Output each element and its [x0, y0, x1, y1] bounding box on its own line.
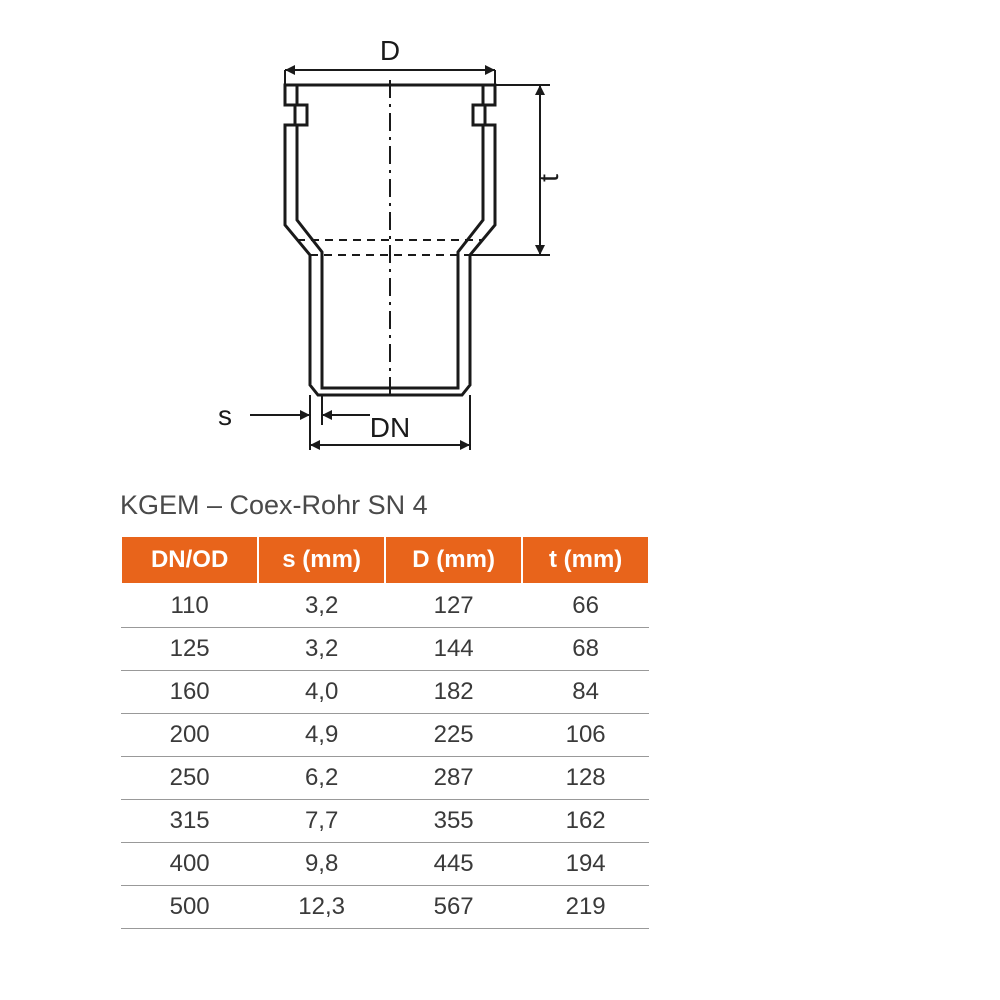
table-row: 1103,212766: [121, 584, 649, 628]
table-row: 2506,2287128: [121, 757, 649, 800]
table-cell: 500: [121, 886, 258, 929]
table-cell: 7,7: [258, 800, 385, 843]
table-cell: 219: [522, 886, 649, 929]
table-cell: 9,8: [258, 843, 385, 886]
table-row: 4009,8445194: [121, 843, 649, 886]
table-cell: 194: [522, 843, 649, 886]
col-header: D (mm): [385, 536, 522, 584]
table-cell: 400: [121, 843, 258, 886]
table-cell: 250: [121, 757, 258, 800]
dim-label-D: D: [380, 35, 400, 66]
table-cell: 110: [121, 584, 258, 628]
table-cell: 106: [522, 714, 649, 757]
table-cell: 127: [385, 584, 522, 628]
table-cell: 355: [385, 800, 522, 843]
table-cell: 144: [385, 628, 522, 671]
table-cell: 3,2: [258, 584, 385, 628]
dim-label-s: s: [218, 400, 232, 431]
table-cell: 66: [522, 584, 649, 628]
table-cell: 128: [522, 757, 649, 800]
pipe-cross-section-diagram: D t s DN: [190, 30, 630, 460]
table-cell: 162: [522, 800, 649, 843]
dim-label-t: t: [533, 174, 564, 182]
table-cell: 567: [385, 886, 522, 929]
table-cell: 182: [385, 671, 522, 714]
table-cell: 12,3: [258, 886, 385, 929]
table-cell: 84: [522, 671, 649, 714]
table-row: 2004,9225106: [121, 714, 649, 757]
table-cell: 225: [385, 714, 522, 757]
col-header: DN/OD: [121, 536, 258, 584]
table-row: 1253,214468: [121, 628, 649, 671]
table-row: 50012,3567219: [121, 886, 649, 929]
table-cell: 445: [385, 843, 522, 886]
table-cell: 4,0: [258, 671, 385, 714]
table-cell: 125: [121, 628, 258, 671]
table-cell: 6,2: [258, 757, 385, 800]
col-header: s (mm): [258, 536, 385, 584]
dimensions-table: DN/OD s (mm) D (mm) t (mm) 1103,21276612…: [120, 535, 650, 929]
table-cell: 3,2: [258, 628, 385, 671]
col-header: t (mm): [522, 536, 649, 584]
table-row: 1604,018284: [121, 671, 649, 714]
table-row: 3157,7355162: [121, 800, 649, 843]
table-title: KGEM – Coex-Rohr SN 4: [120, 490, 428, 521]
table-cell: 287: [385, 757, 522, 800]
table-cell: 160: [121, 671, 258, 714]
table-cell: 200: [121, 714, 258, 757]
table-header-row: DN/OD s (mm) D (mm) t (mm): [121, 536, 649, 584]
dim-label-DN: DN: [370, 412, 410, 443]
table-cell: 315: [121, 800, 258, 843]
table-cell: 68: [522, 628, 649, 671]
table-cell: 4,9: [258, 714, 385, 757]
